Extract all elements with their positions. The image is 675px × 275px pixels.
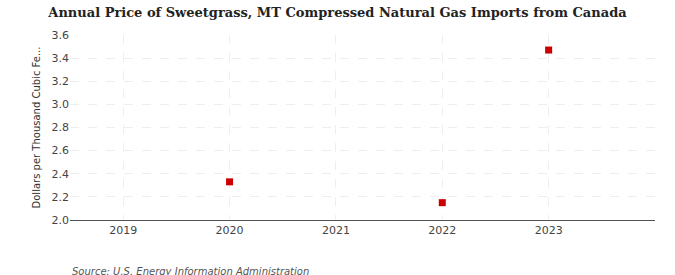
svg-text:2.0: 2.0 [52, 214, 70, 227]
svg-text:3.6: 3.6 [52, 29, 70, 42]
svg-text:2019: 2019 [109, 224, 137, 237]
svg-text:2.4: 2.4 [52, 168, 70, 181]
svg-text:2.2: 2.2 [52, 191, 70, 204]
svg-text:2022: 2022 [428, 224, 456, 237]
svg-text:2.6: 2.6 [52, 144, 70, 157]
svg-text:2023: 2023 [535, 224, 563, 237]
svg-text:Dollars per Thousand Cubic Fe.: Dollars per Thousand Cubic Fe... [31, 47, 42, 209]
svg-text:Annual Price of Sweetgrass, MT: Annual Price of Sweetgrass, MT Compresse… [47, 5, 627, 20]
svg-text:2021: 2021 [322, 224, 350, 237]
svg-text:2.8: 2.8 [52, 121, 70, 134]
svg-text:3.4: 3.4 [52, 52, 70, 65]
svg-text:3.0: 3.0 [52, 98, 70, 111]
svg-text:3.2: 3.2 [52, 75, 70, 88]
svg-text:2020: 2020 [216, 224, 244, 237]
svg-text:Source: U.S. Energy Informatio: Source: U.S. Energy Information Administ… [72, 266, 309, 275]
